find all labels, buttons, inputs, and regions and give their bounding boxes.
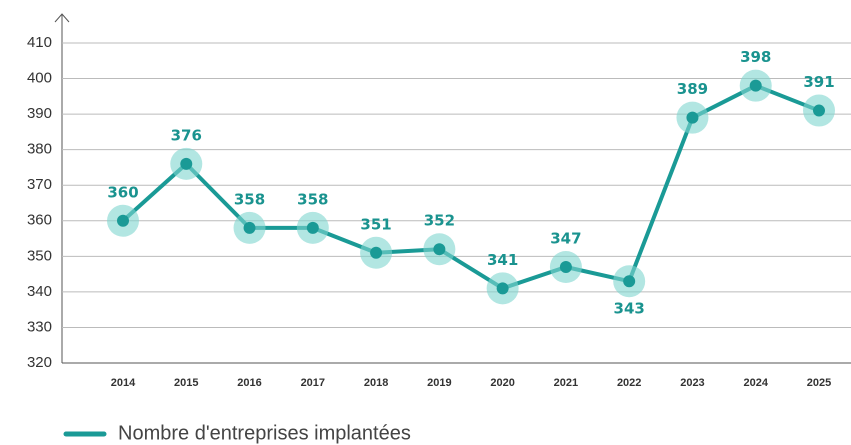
data-label: 398 (740, 48, 771, 66)
y-tick-label: 390 (27, 105, 52, 122)
y-tick-label: 410 (27, 34, 52, 51)
y-tick-label: 330 (27, 318, 52, 335)
y-tick-label: 400 (27, 70, 52, 87)
point (433, 243, 446, 256)
data-label: 391 (803, 73, 834, 91)
data-label: 358 (297, 190, 328, 208)
point (496, 282, 509, 295)
x-tick-label: 2023 (680, 377, 704, 389)
data-label: 358 (234, 190, 265, 208)
x-tick-label: 2019 (427, 377, 451, 389)
y-tick-label: 350 (27, 247, 52, 264)
point (686, 111, 699, 124)
x-tick-label: 2024 (743, 377, 768, 389)
x-tick-label: 2016 (237, 377, 261, 389)
y-tick-label: 370 (27, 176, 52, 193)
x-tick-label: 2015 (174, 377, 198, 389)
data-label: 347 (550, 230, 581, 248)
data-label: 352 (424, 212, 455, 230)
x-tick-label: 2025 (807, 377, 831, 389)
y-tick-label: 320 (27, 354, 52, 371)
x-tick-label: 2018 (364, 377, 388, 389)
data-line (121, 83, 820, 291)
point (370, 246, 383, 259)
point (813, 104, 825, 117)
x-tick-label: 2021 (554, 377, 578, 389)
data-label: 341 (487, 251, 518, 269)
x-tick-label: 2014 (111, 377, 136, 389)
x-tick-label: 2022 (617, 377, 641, 389)
point (306, 221, 319, 234)
point (180, 157, 193, 170)
data-label: 376 (171, 126, 202, 144)
data-label: 351 (360, 215, 391, 233)
axis-arrow (54, 13, 70, 23)
data-label: 360 (107, 183, 138, 201)
y-tick-label: 360 (27, 212, 52, 229)
point (117, 214, 129, 227)
x-tick-label: 2017 (301, 377, 325, 389)
point (749, 79, 762, 92)
y-tick-label: 380 (27, 141, 52, 158)
y-tick-label: 340 (27, 283, 52, 300)
x-tick-label: 2020 (490, 377, 514, 389)
point (559, 261, 572, 273)
point (243, 221, 256, 234)
legend-label: Nombre d'entreprises implantées (118, 422, 411, 444)
data-label: 389 (677, 80, 708, 98)
point (623, 275, 636, 288)
data-label: 343 (614, 300, 645, 318)
